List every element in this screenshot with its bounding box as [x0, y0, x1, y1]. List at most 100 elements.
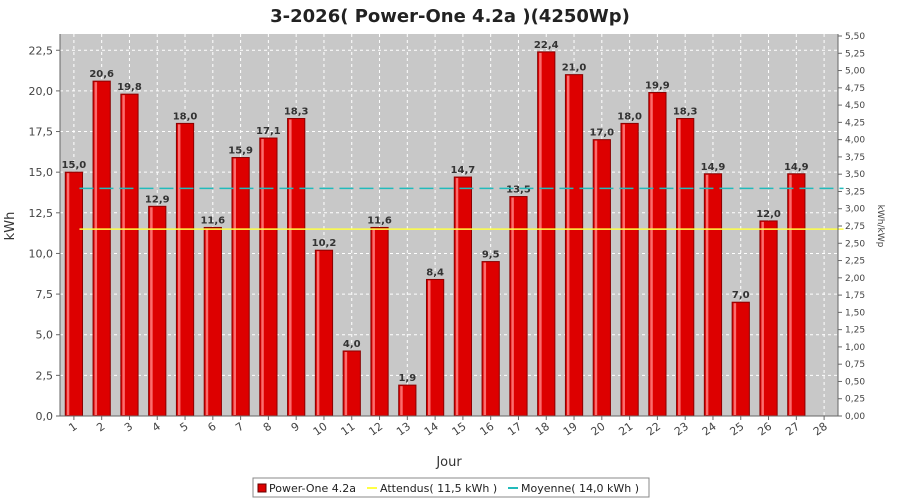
bar-value-label: 18,3 — [284, 107, 309, 118]
x-tick-label: 5 — [178, 420, 191, 435]
legend-item-expected: Attendus( 11,5 kWh ) — [380, 482, 497, 495]
bars: 15,020,619,812,918,011,615,917,118,310,2… — [62, 40, 809, 417]
x-tick-label: 6 — [205, 420, 218, 435]
y-tick-label: 12,5 — [29, 207, 54, 220]
bar-value-label: 12,0 — [756, 209, 781, 220]
bar-value-label: 14,9 — [784, 162, 809, 173]
y-right-tick-label: 4,25 — [845, 118, 865, 128]
bar-value-label: 9,5 — [482, 250, 500, 261]
y-right-tick-label: 4,75 — [845, 84, 865, 94]
y-tick-label: 20,0 — [29, 85, 54, 98]
y-tick-label: 7,5 — [36, 288, 54, 301]
bar-highlight — [455, 178, 459, 415]
bar-highlight — [400, 386, 403, 415]
x-tick-label: 9 — [289, 420, 302, 435]
y-tick-label: 10,0 — [29, 247, 54, 260]
x-tick-label: 23 — [672, 420, 691, 439]
x-tick-label: 28 — [811, 420, 830, 439]
bar-highlight — [205, 228, 209, 415]
x-tick-label: 17 — [505, 420, 524, 439]
bar-value-label: 12,9 — [145, 194, 170, 205]
y-right-tick-label: 0,75 — [845, 360, 865, 370]
x-tick-label: 21 — [616, 420, 635, 439]
x-tick-label: 15 — [450, 420, 469, 439]
x-tick-label: 12 — [366, 420, 385, 439]
x-tick-label: 16 — [477, 420, 496, 439]
y-right-tick-label: 5,25 — [845, 49, 865, 59]
bar-value-label: 14,9 — [701, 162, 726, 173]
legend-item-bars: Power-One 4.2a — [269, 482, 356, 495]
y-right-tick-label: 1,00 — [845, 343, 865, 353]
legend-swatch-bars — [257, 483, 267, 493]
chart-title: 3-2026( Power-One 4.2a )(4250Wp) — [270, 6, 630, 27]
x-tick-label: 13 — [394, 420, 413, 439]
bar-highlight — [511, 197, 514, 415]
x-tick-label: 24 — [700, 420, 719, 439]
bar-value-label: 18,0 — [173, 111, 198, 122]
y-right-tick-label: 5,50 — [845, 32, 865, 42]
bar-value-label: 18,0 — [617, 111, 642, 122]
bar-highlight — [261, 139, 264, 415]
x-tick-label: 7 — [233, 420, 246, 435]
bar-highlight — [483, 262, 487, 415]
bar-highlight — [427, 280, 431, 415]
x-axis-label: Jour — [435, 455, 462, 470]
bar-highlight — [233, 158, 236, 416]
bar-value-label: 19,8 — [117, 82, 142, 93]
bar-value-label: 17,1 — [256, 126, 281, 137]
bar-highlight — [789, 174, 792, 415]
x-tick-label: 8 — [261, 420, 274, 435]
y-right-tick-label: 1,75 — [845, 291, 865, 301]
y-right-tick-label: 2,25 — [845, 257, 865, 267]
bar-value-label: 14,7 — [451, 165, 476, 176]
y-right-tick-label: 1,25 — [845, 326, 865, 336]
y-tick-label: 5,0 — [36, 329, 54, 342]
y-right-tick-label: 2,50 — [845, 239, 865, 249]
bar-highlight — [66, 173, 70, 415]
y-tick-label: 17,5 — [29, 126, 54, 139]
y-right-tick-label: 3,75 — [845, 153, 865, 163]
y-right-tick-label: 3,00 — [845, 205, 865, 215]
bar-value-label: 22,4 — [534, 40, 559, 51]
bar-value-label: 1,9 — [398, 373, 416, 384]
y-tick-label: 2,5 — [36, 369, 54, 382]
bar-highlight — [678, 119, 681, 416]
x-tick-label: 27 — [783, 420, 802, 439]
legend: Power-One 4.2a Attendus( 11,5 kWh ) Moye… — [252, 477, 650, 498]
x-tick-label: 4 — [150, 420, 163, 435]
bar-value-label: 10,2 — [312, 238, 337, 249]
y-axis-right-label: kWh/kWp — [875, 205, 885, 248]
bar-highlight — [594, 140, 598, 415]
y-right-tick-label: 5,00 — [845, 67, 865, 77]
y-axis-label: kWh — [3, 212, 18, 241]
bar-highlight — [650, 93, 653, 415]
bar-highlight — [705, 174, 709, 415]
x-tick-label: 3 — [122, 420, 135, 435]
bar-value-label: 15,0 — [62, 160, 87, 171]
bar-value-label: 21,0 — [562, 63, 587, 74]
y-right-tick-label: 3,25 — [845, 187, 865, 197]
bar-value-label: 15,9 — [228, 146, 253, 157]
x-tick-label: 25 — [728, 420, 747, 439]
bar-highlight — [289, 119, 292, 416]
bar-highlight — [622, 124, 625, 415]
legend-item-average: Moyenne( 14,0 kWh ) — [521, 482, 639, 495]
x-tick-label: 10 — [311, 420, 330, 439]
bar-highlight — [150, 207, 153, 415]
x-tick-label: 19 — [561, 420, 580, 439]
bar-highlight — [344, 351, 348, 415]
axes: 0,0 2,5 5,0 7,5 10,0 12,5 15,0 17,5 20,0 22,5 0,00… — [29, 32, 866, 438]
x-tick-label: 20 — [589, 420, 608, 439]
y-right-tick-label: 4,00 — [845, 136, 865, 146]
bar-highlight — [566, 75, 570, 415]
bar-value-label: 18,3 — [673, 107, 698, 118]
legend-box — [252, 477, 650, 498]
x-tick-label: 1 — [66, 420, 79, 435]
y-right-tick-label: 0,50 — [845, 377, 865, 387]
reference-lines — [79, 187, 844, 230]
y-right-tick-label: 2,00 — [845, 274, 865, 284]
y-right-tick-label: 2,75 — [845, 222, 865, 232]
x-tick-label: 11 — [339, 420, 358, 439]
bar-highlight — [122, 95, 125, 415]
